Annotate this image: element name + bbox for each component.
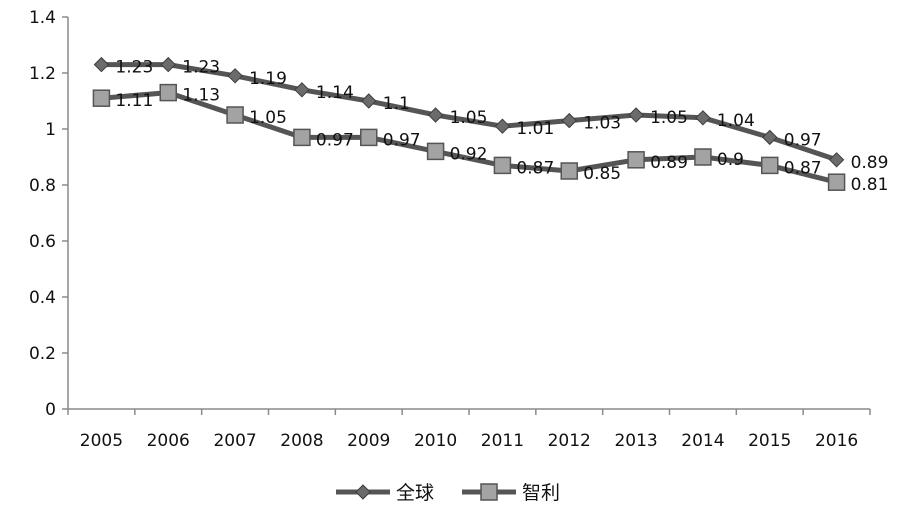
data-point [160,56,176,73]
y-tick-label: 0.2 [29,344,56,364]
data-label: 0.9 [717,150,744,170]
data-label: 1.04 [717,111,755,131]
data-point [294,82,310,98]
data-point [361,93,377,109]
data-point [560,162,578,180]
data-label: 0.97 [383,130,421,150]
data-point [360,128,378,147]
data-label: 0.81 [851,175,889,195]
data-point [827,173,846,191]
series-lines [101,62,838,185]
data-point [92,89,111,107]
data-label: 1.05 [450,108,488,128]
legend-marker [355,484,371,500]
data-point [227,68,243,84]
x-tick-label: 2010 [414,431,457,451]
series-line-global [101,62,838,163]
data-label: 0.92 [450,144,488,164]
data-label: 1.1 [383,94,410,114]
y-tick-label: 0.8 [29,176,56,196]
x-tick-label: 2015 [748,431,791,451]
x-tick-label: 2012 [548,431,591,451]
x-tick-label: 2016 [815,431,858,451]
x-tick-label: 2006 [147,431,190,451]
y-tick-label: 1 [45,120,56,140]
data-point [159,83,177,102]
data-label: 1.11 [115,91,153,111]
data-label: 1.05 [650,108,688,128]
x-tick-label: 2005 [80,431,123,451]
y-tick-label: 1.2 [29,64,56,84]
series-line-chile [101,90,838,185]
y-tick-label: 1.4 [29,8,56,28]
x-tick-label: 2014 [681,431,724,451]
data-labels: 1.23 1.23 1.19 1.14 1.1 1.05 1.01 1.03 1.05 1.04 0… [115,58,888,196]
data-point [695,110,711,126]
y-tick-label: 0.4 [29,288,56,308]
legend: 全球 智利 [336,482,560,504]
legend-marker [480,483,498,501]
data-point [762,129,778,146]
data-label: 0.97 [784,130,822,150]
data-label: 0.89 [851,153,889,173]
data-point [226,106,244,124]
data-label: 1.19 [249,69,287,89]
x-tick-label: 2009 [347,431,390,451]
data-point [426,142,445,161]
x-tick-label: 2011 [481,431,524,451]
data-point [427,107,444,123]
data-label: 1.13 [182,86,220,106]
data-point [761,156,779,175]
data-point [627,151,645,169]
data-label: 1.14 [316,83,354,103]
data-label: 1.23 [115,58,153,78]
x-tick-label: 2007 [213,431,256,451]
data-label: 0.87 [784,158,822,178]
data-label: 1.01 [516,119,554,139]
data-point [494,118,511,134]
legend-label: 全球 [396,482,434,504]
data-point [694,148,712,166]
y-tick-label: 0 [45,400,56,420]
axes: 0 0.2 0.4 0.6 0.8 1 1.2 1.4 2005 2006 2007 2008 2009… [29,8,871,451]
data-point [93,56,110,73]
data-point [828,152,845,168]
data-label: 0.89 [650,153,688,173]
data-label: 0.97 [316,130,354,150]
data-label: 0.85 [583,164,621,184]
data-label: 1.03 [583,114,621,134]
data-label: 0.87 [516,158,554,178]
data-point [493,156,512,175]
series-markers [92,56,846,191]
legend-label: 智利 [522,482,560,504]
x-tick-label: 2008 [280,431,323,451]
data-point [561,112,577,129]
x-tick-label: 2013 [614,431,657,451]
data-label: 1.23 [182,58,220,78]
y-tick-label: 0.6 [29,232,56,252]
data-point [293,128,311,147]
data-point [628,107,644,123]
data-label: 1.05 [249,108,287,128]
